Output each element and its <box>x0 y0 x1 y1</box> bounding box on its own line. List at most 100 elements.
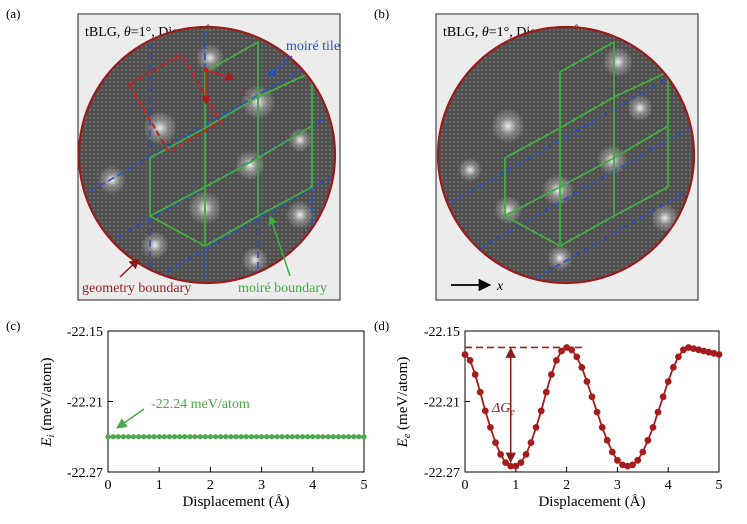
data-point <box>487 424 494 431</box>
data-point <box>197 434 203 440</box>
data-point <box>675 353 682 361</box>
x-tick-label: 1 <box>156 478 163 493</box>
x-tick-label: 2 <box>563 478 570 493</box>
data-point <box>315 434 321 440</box>
data-point <box>563 344 570 351</box>
data-point <box>228 434 234 440</box>
data-point <box>269 434 275 440</box>
data-point <box>335 434 341 440</box>
data-point <box>644 436 652 444</box>
plot-c-annotation-arrow <box>116 408 145 429</box>
label-moire-tile: moiré tile <box>286 39 340 54</box>
data-point <box>161 434 167 440</box>
data-point <box>527 439 535 446</box>
x-tick-label: 4 <box>309 478 316 493</box>
data-point <box>512 462 520 470</box>
data-point <box>120 434 126 440</box>
data-point <box>710 349 718 357</box>
data-point <box>305 434 311 440</box>
data-point <box>223 434 229 440</box>
x-tick-label: 1 <box>512 478 519 493</box>
data-point <box>284 434 290 440</box>
x-tick-label: 5 <box>361 478 368 493</box>
data-point <box>192 434 198 440</box>
data-point <box>578 364 586 371</box>
data-point <box>481 407 489 415</box>
data-point <box>279 434 285 440</box>
y-tick-label: -22.27 <box>67 466 103 481</box>
data-point <box>680 346 687 354</box>
data-point <box>476 388 484 396</box>
data-point <box>629 461 636 469</box>
data-point <box>593 408 601 416</box>
data-point <box>177 434 183 440</box>
y-tick-label: -22.15 <box>424 325 460 340</box>
data-point <box>105 434 111 440</box>
panel-c: (c) -22.15 -22.21 -22.27 0 1 2 3 4 5 Displaceme… <box>6 318 368 510</box>
data-point <box>558 347 565 355</box>
data-point <box>110 434 116 440</box>
moire-boundary-arrow <box>268 215 291 277</box>
data-point <box>588 393 596 401</box>
data-point <box>573 353 581 361</box>
y-tick-label: -22.21 <box>67 396 103 411</box>
data-point <box>619 461 626 469</box>
data-point <box>131 434 137 440</box>
data-point <box>685 344 692 351</box>
data-point <box>151 434 157 440</box>
data-point <box>537 407 545 415</box>
data-point <box>608 448 616 456</box>
data-point <box>248 434 254 440</box>
plot-d-x-label: Displacement (Å) <box>538 494 645 510</box>
plot-c-annotation: -22.24 meV/atom <box>151 397 250 412</box>
data-point <box>212 434 219 440</box>
data-point <box>548 371 555 378</box>
data-point <box>346 434 352 440</box>
plot-d-x-ticks: 0 1 2 3 4 5 <box>462 467 723 493</box>
data-point <box>497 451 504 458</box>
data-point <box>243 434 249 440</box>
data-point <box>325 434 331 440</box>
data-point <box>136 434 142 440</box>
x-direction-label: x <box>496 279 504 294</box>
panel-d: (d) -22.15 -22.21 -22.27 0 1 2 3 4 5 ΔGe Displa… <box>374 318 723 510</box>
moire-boundary-lines-b <box>504 40 669 248</box>
y-tick-label: -22.27 <box>424 466 460 481</box>
data-point <box>634 456 642 464</box>
data-point <box>202 434 208 440</box>
plot-c-y-ticks: -22.15 -22.21 -22.27 <box>67 325 113 481</box>
data-point <box>238 434 244 440</box>
data-point <box>492 439 499 446</box>
tile-highlight-a <box>128 52 235 154</box>
data-point <box>466 357 474 364</box>
data-point <box>356 434 362 440</box>
y-tick-label: -22.21 <box>424 396 460 411</box>
panel-b: (b) tBLG, θ=1°, Disp=1.5 Å <box>374 6 699 301</box>
data-point <box>654 408 662 416</box>
data-point <box>172 434 178 440</box>
data-point <box>141 434 147 440</box>
data-point <box>330 434 336 440</box>
data-point <box>649 424 657 431</box>
data-point <box>146 434 152 440</box>
data-point <box>207 434 213 440</box>
data-point <box>639 448 647 456</box>
plot-c-series <box>105 434 367 440</box>
x-tick-label: 0 <box>105 478 112 493</box>
data-point <box>507 462 515 470</box>
plot-d-y-ticks: -22.15 -22.21 -22.27 <box>424 325 470 481</box>
data-point <box>690 345 697 352</box>
data-point <box>300 434 306 440</box>
data-point <box>115 434 121 440</box>
data-point <box>659 393 667 401</box>
data-point <box>253 434 260 440</box>
data-point <box>274 434 280 440</box>
label-r: r <box>228 67 234 82</box>
data-point <box>182 434 188 440</box>
moire-tile-lines-b <box>438 53 694 283</box>
data-point <box>614 456 621 464</box>
data-point <box>598 424 606 431</box>
data-point <box>532 424 540 431</box>
data-point <box>351 434 357 440</box>
data-point <box>187 434 193 440</box>
